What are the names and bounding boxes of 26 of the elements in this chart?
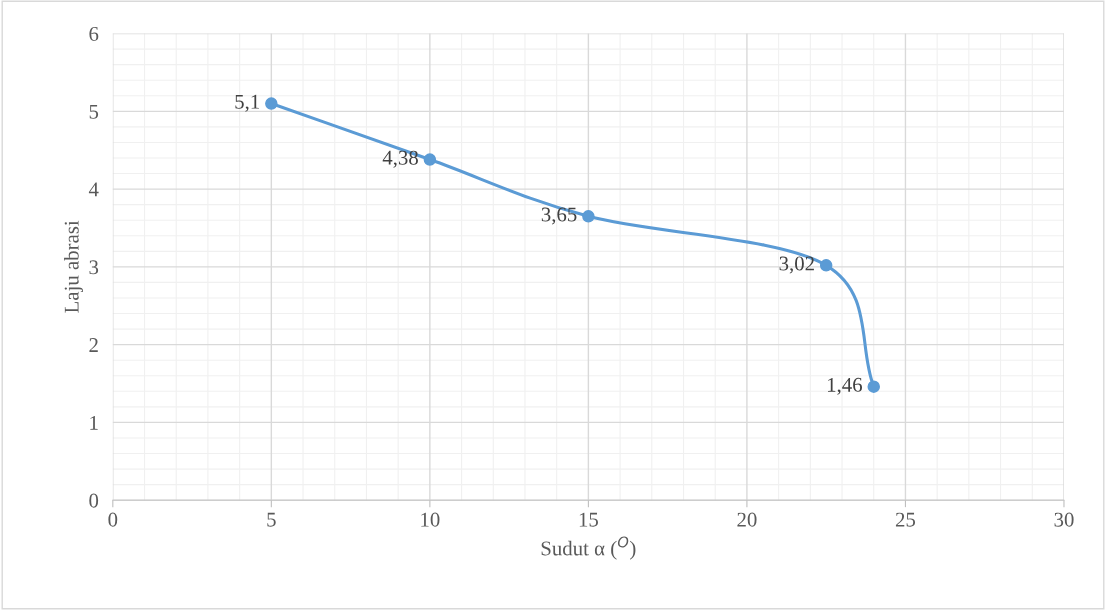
x-tick-label: 15 xyxy=(579,512,598,527)
y-axis-title: Laju abrasi xyxy=(64,220,83,313)
y-tick-label: 6 xyxy=(89,26,99,41)
x-axis-title: Sudut α ($^{O}$) xyxy=(541,536,636,560)
point xyxy=(423,153,437,166)
point xyxy=(265,97,278,110)
y-tick-label: 3 xyxy=(89,260,99,275)
y-tick-label: 1 xyxy=(90,415,98,430)
y-tick-label: 2 xyxy=(89,338,98,352)
data-label: 5,1 xyxy=(235,94,259,112)
y-tick-label: 0 xyxy=(89,493,99,508)
x-tick-label: 30 xyxy=(1054,512,1074,527)
data-label: 4,38 xyxy=(382,150,418,168)
data-label: 3,02 xyxy=(779,256,814,274)
x-tick-label: 5 xyxy=(267,512,276,527)
data-label: 3,65 xyxy=(541,207,577,225)
point xyxy=(819,259,833,272)
point xyxy=(582,210,595,223)
x-tick-label: 20 xyxy=(737,512,757,527)
point xyxy=(867,380,880,393)
data-label: 1,46 xyxy=(828,377,863,395)
y-tick-label: 4 xyxy=(88,182,99,197)
x-tick-label: 10 xyxy=(421,512,440,527)
x-tick-label: 25 xyxy=(895,512,916,527)
y-tick-label: 5 xyxy=(89,104,99,119)
x-tick-label: 0 xyxy=(108,512,118,527)
